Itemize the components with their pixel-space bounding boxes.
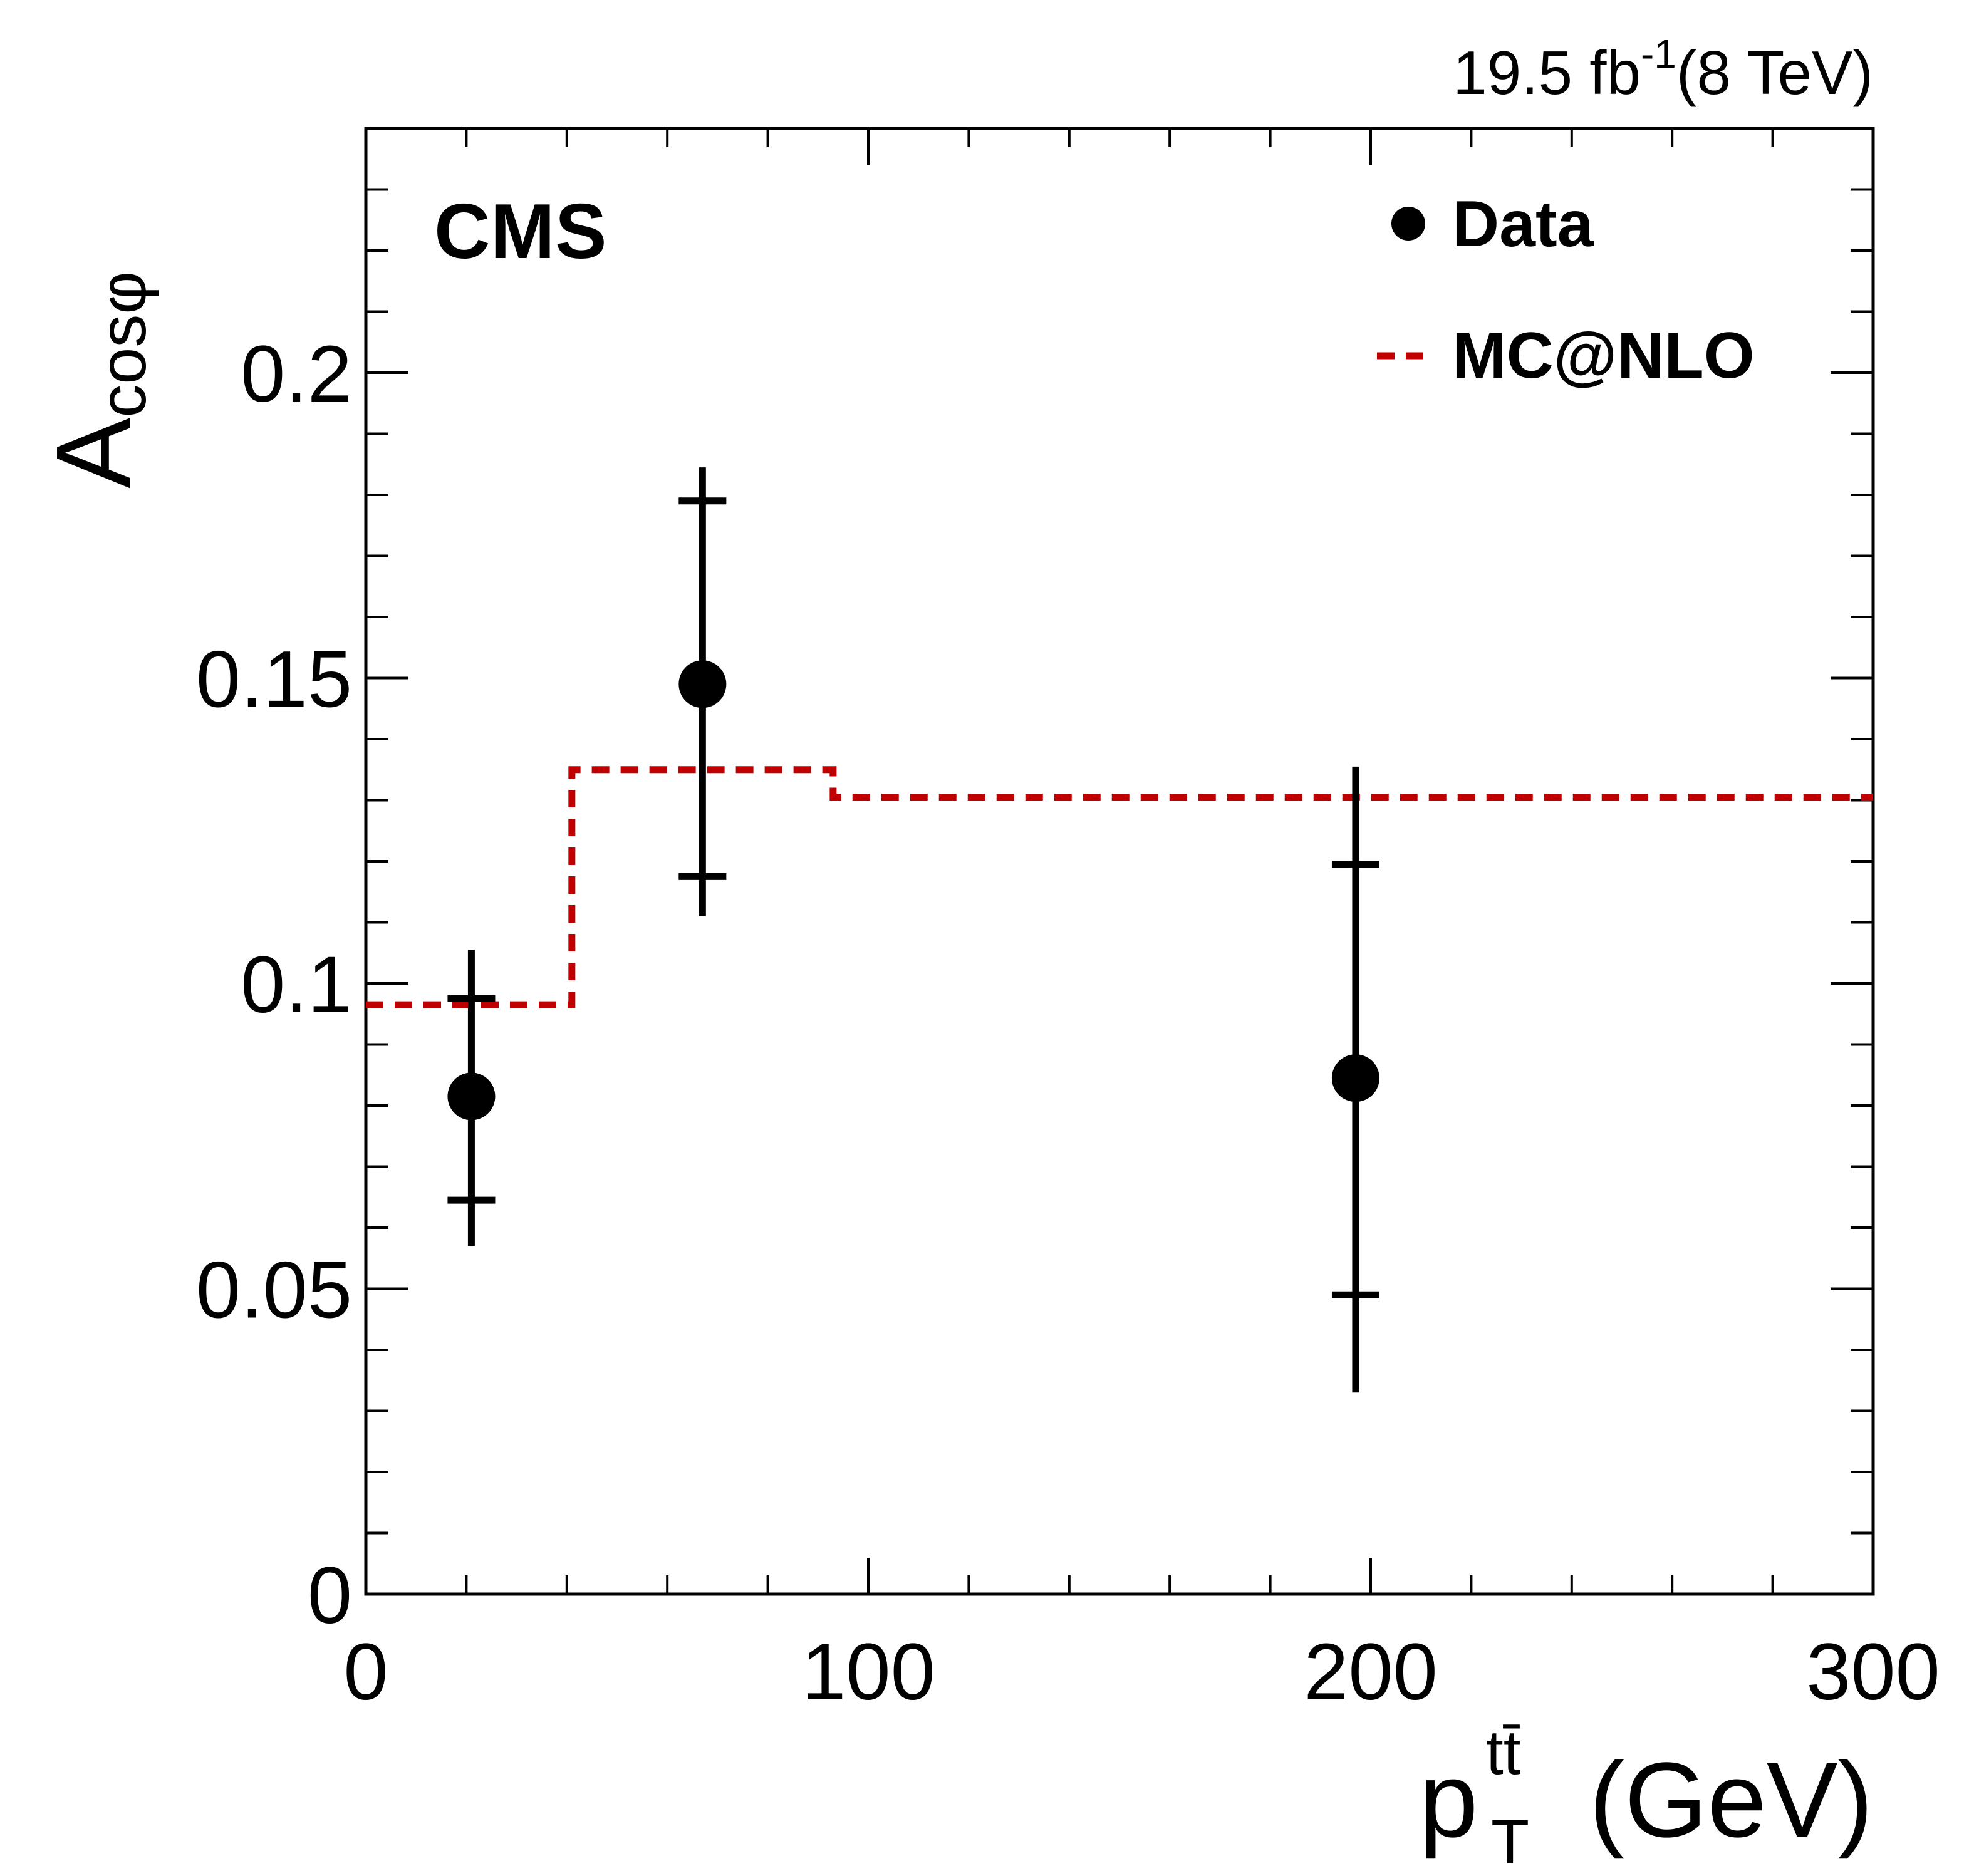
x-axis-title-superscript: tt̄ bbox=[1486, 1718, 1521, 1788]
y-axis-title: Acosφ bbox=[34, 271, 160, 489]
data-point bbox=[1331, 766, 1379, 1393]
x-axis-title: p tt̄ T (GeV) bbox=[1419, 1718, 1873, 1876]
data-point bbox=[447, 950, 496, 1246]
x-tick-label: 100 bbox=[801, 1627, 935, 1717]
x-tick-label: 300 bbox=[1806, 1627, 1940, 1717]
x-tick-label: 200 bbox=[1304, 1627, 1438, 1717]
data-marker bbox=[1331, 1054, 1379, 1102]
y-tick-label: 0.2 bbox=[241, 329, 352, 419]
y-tick-label: 0.05 bbox=[196, 1246, 352, 1335]
x-tick-label: 0 bbox=[343, 1627, 388, 1717]
legend-data-marker bbox=[1391, 207, 1425, 241]
x-axis-title-unit: (GeV) bbox=[1589, 1741, 1873, 1860]
axes: 0 100 200 300 0 0.05 0.1 0.15 0.2 bbox=[196, 127, 1940, 1717]
y-tick-label: 0 bbox=[308, 1551, 352, 1640]
legend: Data MC@NLO bbox=[1377, 188, 1755, 392]
legend-mc-label: MC@NLO bbox=[1452, 319, 1755, 392]
mc-at-nlo-path bbox=[366, 766, 1873, 1008]
experiment-label: CMS bbox=[434, 189, 607, 275]
data-marker bbox=[678, 660, 727, 708]
data-series bbox=[447, 467, 1379, 1393]
luminosity-label: 19.5 fb-1(8 TeV) bbox=[1453, 31, 1873, 107]
y-tick-label: 0.15 bbox=[196, 635, 352, 725]
y-tick-label: 0.1 bbox=[241, 940, 352, 1030]
x-axis-title-subscript: T bbox=[1491, 1807, 1529, 1876]
legend-data-label: Data bbox=[1452, 188, 1594, 261]
data-marker bbox=[447, 1072, 496, 1121]
mc-at-nlo-step-line bbox=[366, 766, 1873, 1008]
data-point bbox=[678, 467, 727, 916]
x-axis-title-main: p bbox=[1419, 1741, 1478, 1860]
